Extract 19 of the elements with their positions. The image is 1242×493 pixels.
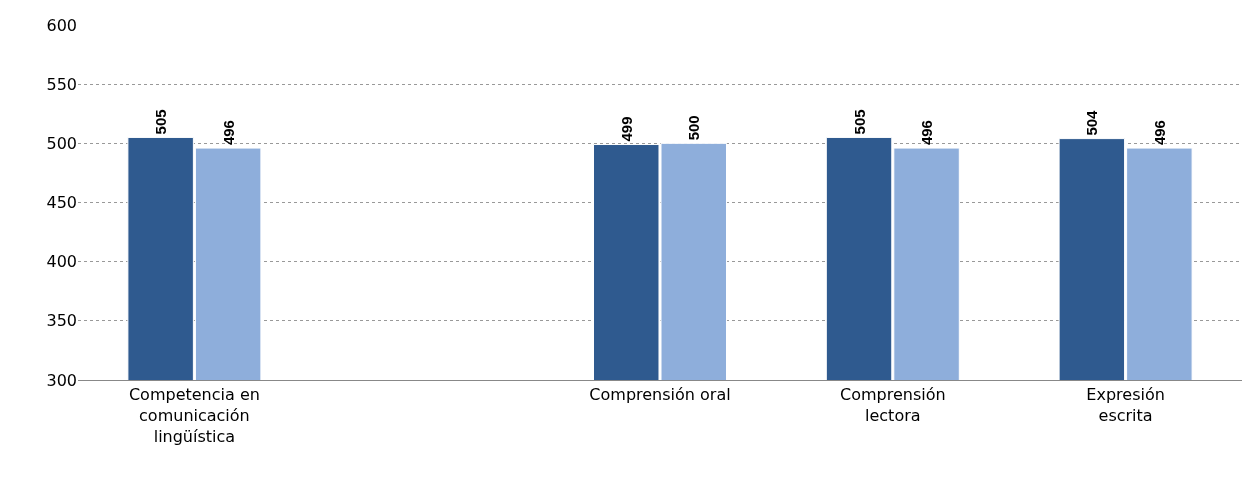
- data-label: 500: [685, 115, 703, 141]
- y-tick-label: 400: [46, 252, 77, 272]
- y-tick-label: 600: [46, 15, 77, 35]
- x-tick-label: Comprensión lectora: [839, 385, 946, 425]
- x-tick-label: Competencia en comunicación lingüística: [128, 385, 260, 446]
- data-label: 496: [1150, 120, 1168, 146]
- data-label: 505: [152, 109, 170, 135]
- y-tick-label: 450: [46, 193, 77, 213]
- x-tick-label: Expresión escrita: [1086, 385, 1165, 425]
- data-label: 499: [617, 116, 635, 142]
- data-label: 505: [850, 109, 868, 135]
- y-tick-label: 550: [46, 74, 77, 94]
- x-tick-label: Comprensión oral: [589, 385, 731, 405]
- y-tick-label: 300: [46, 370, 77, 390]
- data-label: 496: [918, 120, 936, 146]
- y-tick-label: 500: [46, 133, 77, 153]
- data-label: 504: [1083, 109, 1101, 136]
- y-tick-label: 350: [46, 311, 77, 331]
- data-label: 496: [219, 120, 237, 146]
